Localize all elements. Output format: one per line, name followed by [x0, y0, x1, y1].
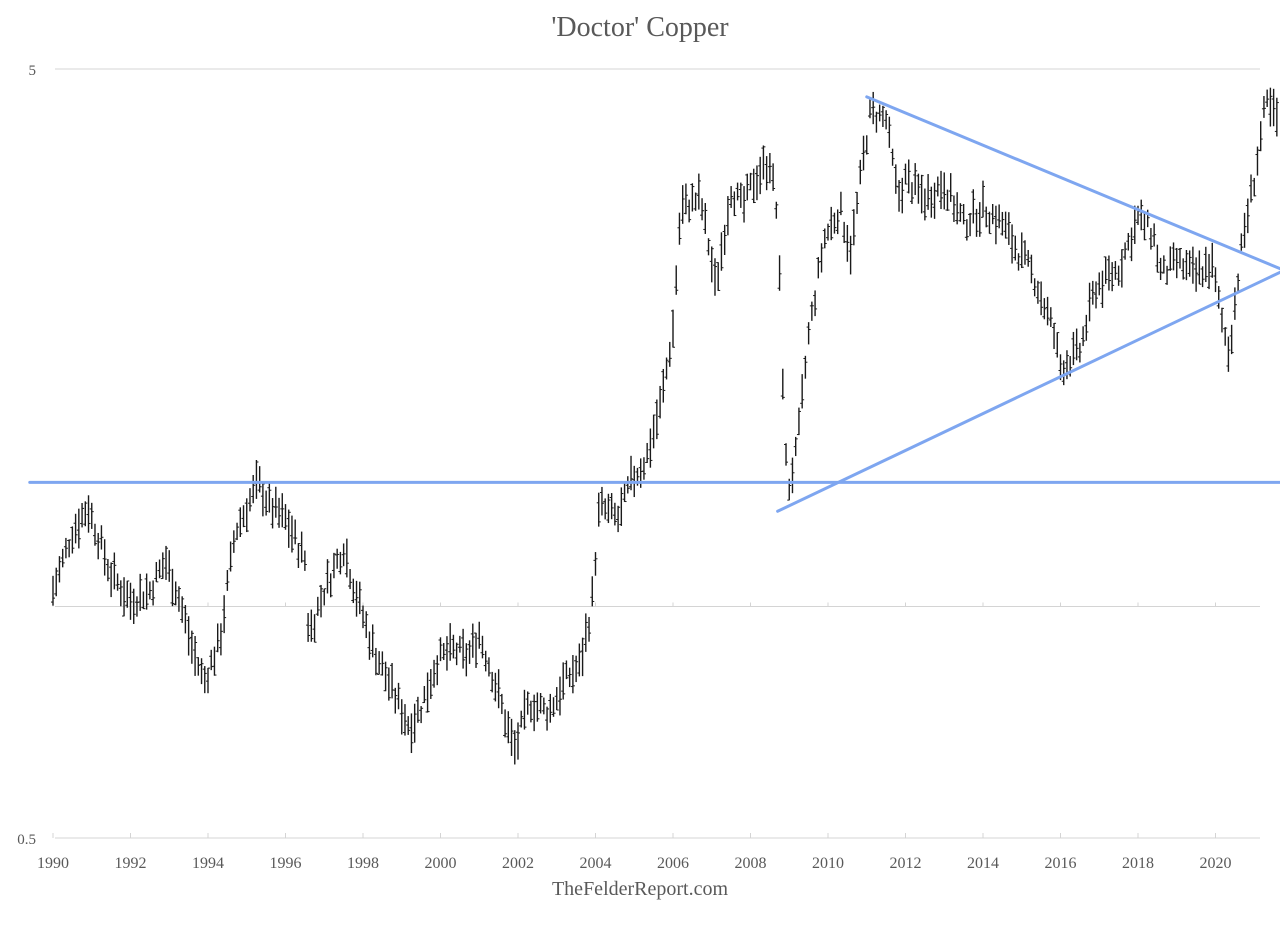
grid-layer [52, 68, 1260, 839]
trendlines [28, 95, 1280, 513]
x-tick-label: 2010 [812, 855, 844, 872]
x-tick-label: 2000 [425, 855, 457, 872]
x-tick-label: 2020 [1200, 855, 1232, 872]
chart-source-credit: TheFelderReport.com [551, 878, 729, 900]
x-tick-label: 2008 [735, 855, 767, 872]
x-tick-label: 1996 [270, 855, 302, 872]
x-tick-label: 2012 [890, 855, 922, 872]
x-tick-label: 2006 [657, 855, 689, 872]
y-tick-label: 0.5 [17, 832, 36, 848]
x-tick-label: 1998 [347, 855, 379, 872]
trendline-support [776, 270, 1280, 513]
x-tick-label: 2018 [1122, 855, 1154, 872]
x-tick-label: 1994 [192, 855, 224, 872]
x-tick-label: 2014 [967, 855, 999, 872]
price-bars [51, 87, 1279, 765]
x-tick-label: 2016 [1045, 855, 1077, 872]
x-tick-label: 1990 [37, 855, 69, 872]
x-tick-label: 2004 [580, 855, 612, 872]
y-tick-label: 5 [29, 63, 37, 79]
x-tick-label: 1992 [115, 855, 147, 872]
trendline-resistance [865, 95, 1280, 271]
x-tick-label: 2002 [502, 855, 534, 872]
chart-title: 'Doctor' Copper [551, 12, 729, 43]
